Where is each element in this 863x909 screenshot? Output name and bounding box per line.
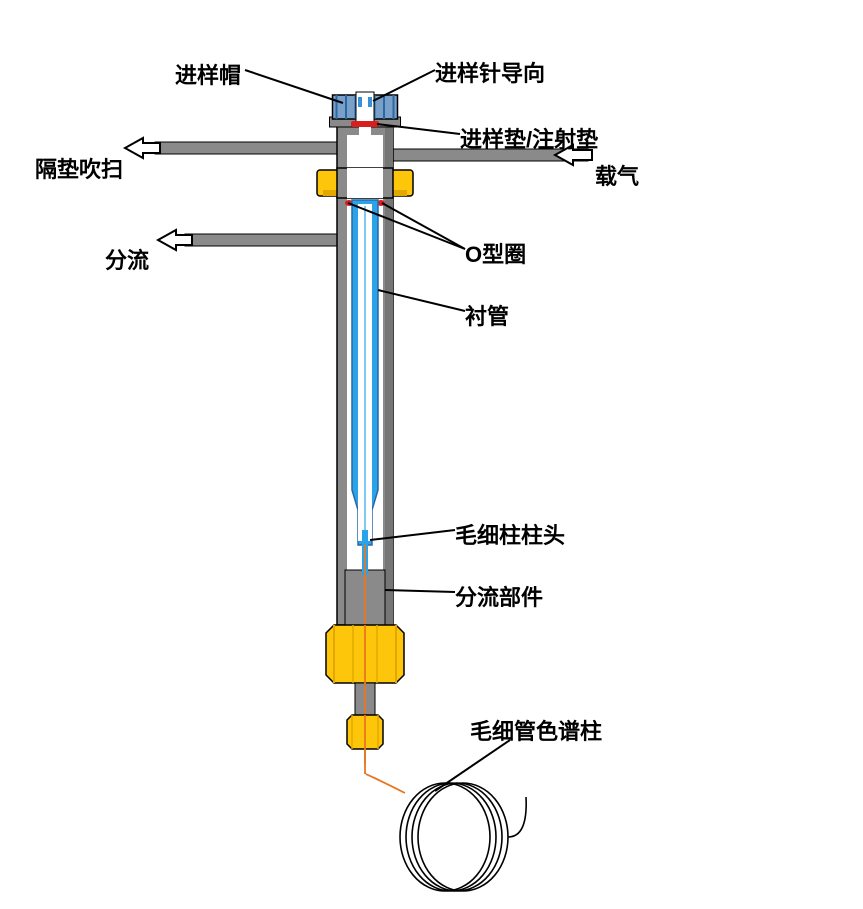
- label-purge: 隔垫吹扫: [35, 152, 123, 184]
- label-septum: 进样垫/注射垫: [460, 122, 598, 154]
- label-carrier-gas: 载气: [595, 159, 639, 191]
- label-split: 分流: [105, 243, 149, 275]
- label-o-ring: O型圈: [465, 237, 526, 269]
- label-liner: 衬管: [465, 299, 509, 331]
- label-needle-guide: 进样针导向: [435, 56, 545, 88]
- injector-diagram: [0, 0, 863, 909]
- label-column-head: 毛细柱柱头: [455, 518, 565, 550]
- label-capillary: 毛细管色谱柱: [470, 714, 602, 746]
- label-cap: 进样帽: [175, 58, 241, 90]
- label-split-part: 分流部件: [455, 580, 543, 612]
